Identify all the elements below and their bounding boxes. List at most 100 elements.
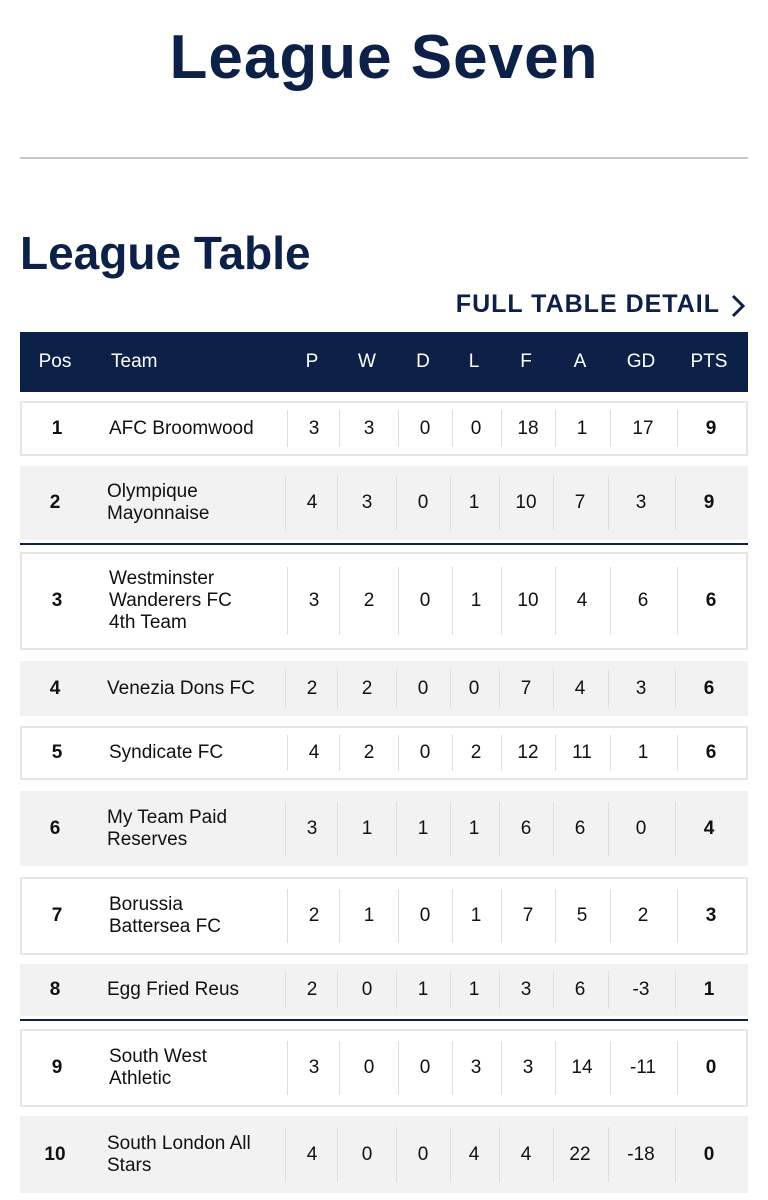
cell-separator	[499, 971, 500, 1009]
column-header: P	[305, 351, 319, 372]
cell-separator	[499, 476, 500, 530]
table-header: Pos Team P W D L F A GD PTS	[20, 332, 748, 392]
table-cell: 7	[574, 492, 586, 513]
table-cell: 2	[363, 590, 375, 611]
table-cell: 9	[703, 492, 715, 513]
table-cell: 4	[703, 817, 715, 839]
team-name: Westminster Wanderers FC 4th Team	[109, 568, 232, 633]
cell-separator	[555, 567, 556, 635]
table-cell: 1	[703, 979, 715, 1000]
cell-separator	[675, 668, 676, 709]
table-row: 6 My Team Paid Reserves 3 1 1 1 6 6 0 4	[20, 791, 748, 866]
table-cell: 4	[576, 590, 588, 611]
cell-separator	[553, 668, 554, 709]
cell-separator	[337, 668, 338, 709]
table-cell: 11	[572, 742, 592, 763]
column-header: F	[520, 351, 532, 372]
cell-separator	[339, 410, 340, 447]
cell-separator	[501, 567, 502, 635]
table-cell: 3	[363, 417, 375, 439]
cell-separator	[452, 735, 453, 771]
table-cell: 6	[520, 817, 532, 839]
column-header: PTS	[690, 351, 728, 372]
cell-separator	[396, 668, 397, 709]
team-name: Olympique Mayonnaise	[107, 481, 210, 524]
table-cell: 2	[308, 905, 320, 926]
cell-separator	[339, 889, 340, 943]
table-cell: 0	[417, 677, 429, 699]
table-cell: 2	[306, 979, 318, 1000]
column-header: Pos	[38, 351, 72, 372]
cell-separator	[452, 567, 453, 635]
table-cell: 0	[470, 417, 482, 439]
column-header: L	[468, 351, 480, 372]
table-cell: 0	[419, 742, 431, 763]
table-cell: 6	[705, 590, 717, 611]
table-cell: 9	[705, 417, 717, 439]
cell-separator	[452, 410, 453, 447]
table-cell: 22	[569, 1143, 591, 1165]
table-row: 8 Egg Fried Reus 2 0 1 1 3 6 -3 1	[20, 964, 748, 1016]
cell-separator	[450, 1126, 451, 1183]
table-cell: 2	[363, 742, 375, 763]
table-cell: 0	[361, 1143, 373, 1165]
table-cell: 1	[468, 817, 480, 839]
table-cell: 4	[306, 1143, 318, 1165]
cell-separator	[675, 971, 676, 1009]
table-cell: 0	[419, 1057, 431, 1078]
full-table-link[interactable]: FULL TABLE DETAIL	[455, 290, 720, 318]
table-cell: 3	[306, 817, 318, 839]
cell-separator	[285, 668, 286, 709]
cell-separator	[608, 971, 609, 1009]
table-cell: 0	[703, 1143, 715, 1165]
column-header: D	[416, 351, 430, 372]
table-cell: 0	[417, 1143, 429, 1165]
cell-separator	[675, 801, 676, 856]
table-cell: 3	[51, 590, 63, 611]
cell-separator	[398, 889, 399, 943]
team-name: Venezia Dons FC	[107, 677, 255, 699]
cell-separator	[398, 735, 399, 771]
table-cell: 1	[470, 905, 482, 926]
table-cell: 1	[417, 817, 429, 839]
table-row: 4 Venezia Dons FC 2 2 0 0 7 4 3 6	[20, 661, 748, 716]
table-cell: 0	[635, 817, 647, 839]
table-cell: 7	[522, 905, 534, 926]
table-cell: 4	[306, 492, 318, 513]
table-cell: 10	[44, 1143, 66, 1165]
cell-separator	[608, 801, 609, 856]
cell-separator	[396, 476, 397, 530]
table-cell: 0	[705, 1057, 717, 1078]
cell-separator	[499, 668, 500, 709]
table-cell: 1	[637, 742, 649, 763]
cell-separator	[501, 889, 502, 943]
cell-separator	[675, 476, 676, 530]
table-cell: 1	[361, 817, 373, 839]
cell-separator	[608, 476, 609, 530]
table-cell: 3	[635, 677, 647, 699]
cell-separator	[501, 735, 502, 771]
table-row: 5 Syndicate FC 4 2 0 2 12 11 1 6	[20, 726, 748, 780]
table-cell: 1	[417, 979, 429, 1000]
cell-separator	[287, 567, 288, 635]
table-cell: 2	[49, 492, 61, 513]
table-cell: 5	[576, 905, 588, 926]
table-cell: 8	[49, 979, 61, 1000]
cell-separator	[499, 801, 500, 856]
cell-separator	[677, 1041, 678, 1095]
table-cell: 17	[632, 417, 654, 439]
table-cell: 0	[363, 1057, 375, 1078]
cell-separator	[398, 410, 399, 447]
table-cell: 0	[419, 590, 431, 611]
cell-separator	[285, 971, 286, 1009]
table-cell: 0	[361, 979, 373, 1000]
cell-separator	[452, 1041, 453, 1095]
cell-separator	[339, 735, 340, 771]
section-title: League Table	[20, 227, 311, 279]
table-cell: 0	[417, 492, 429, 513]
table-row: 1 AFC Broomwood 3 3 0 0 18 1 17 9	[20, 401, 748, 456]
table-cell: 4	[49, 677, 61, 699]
chevron-icon[interactable]	[730, 293, 746, 319]
table-cell: 10	[517, 590, 539, 611]
cell-separator	[677, 410, 678, 447]
